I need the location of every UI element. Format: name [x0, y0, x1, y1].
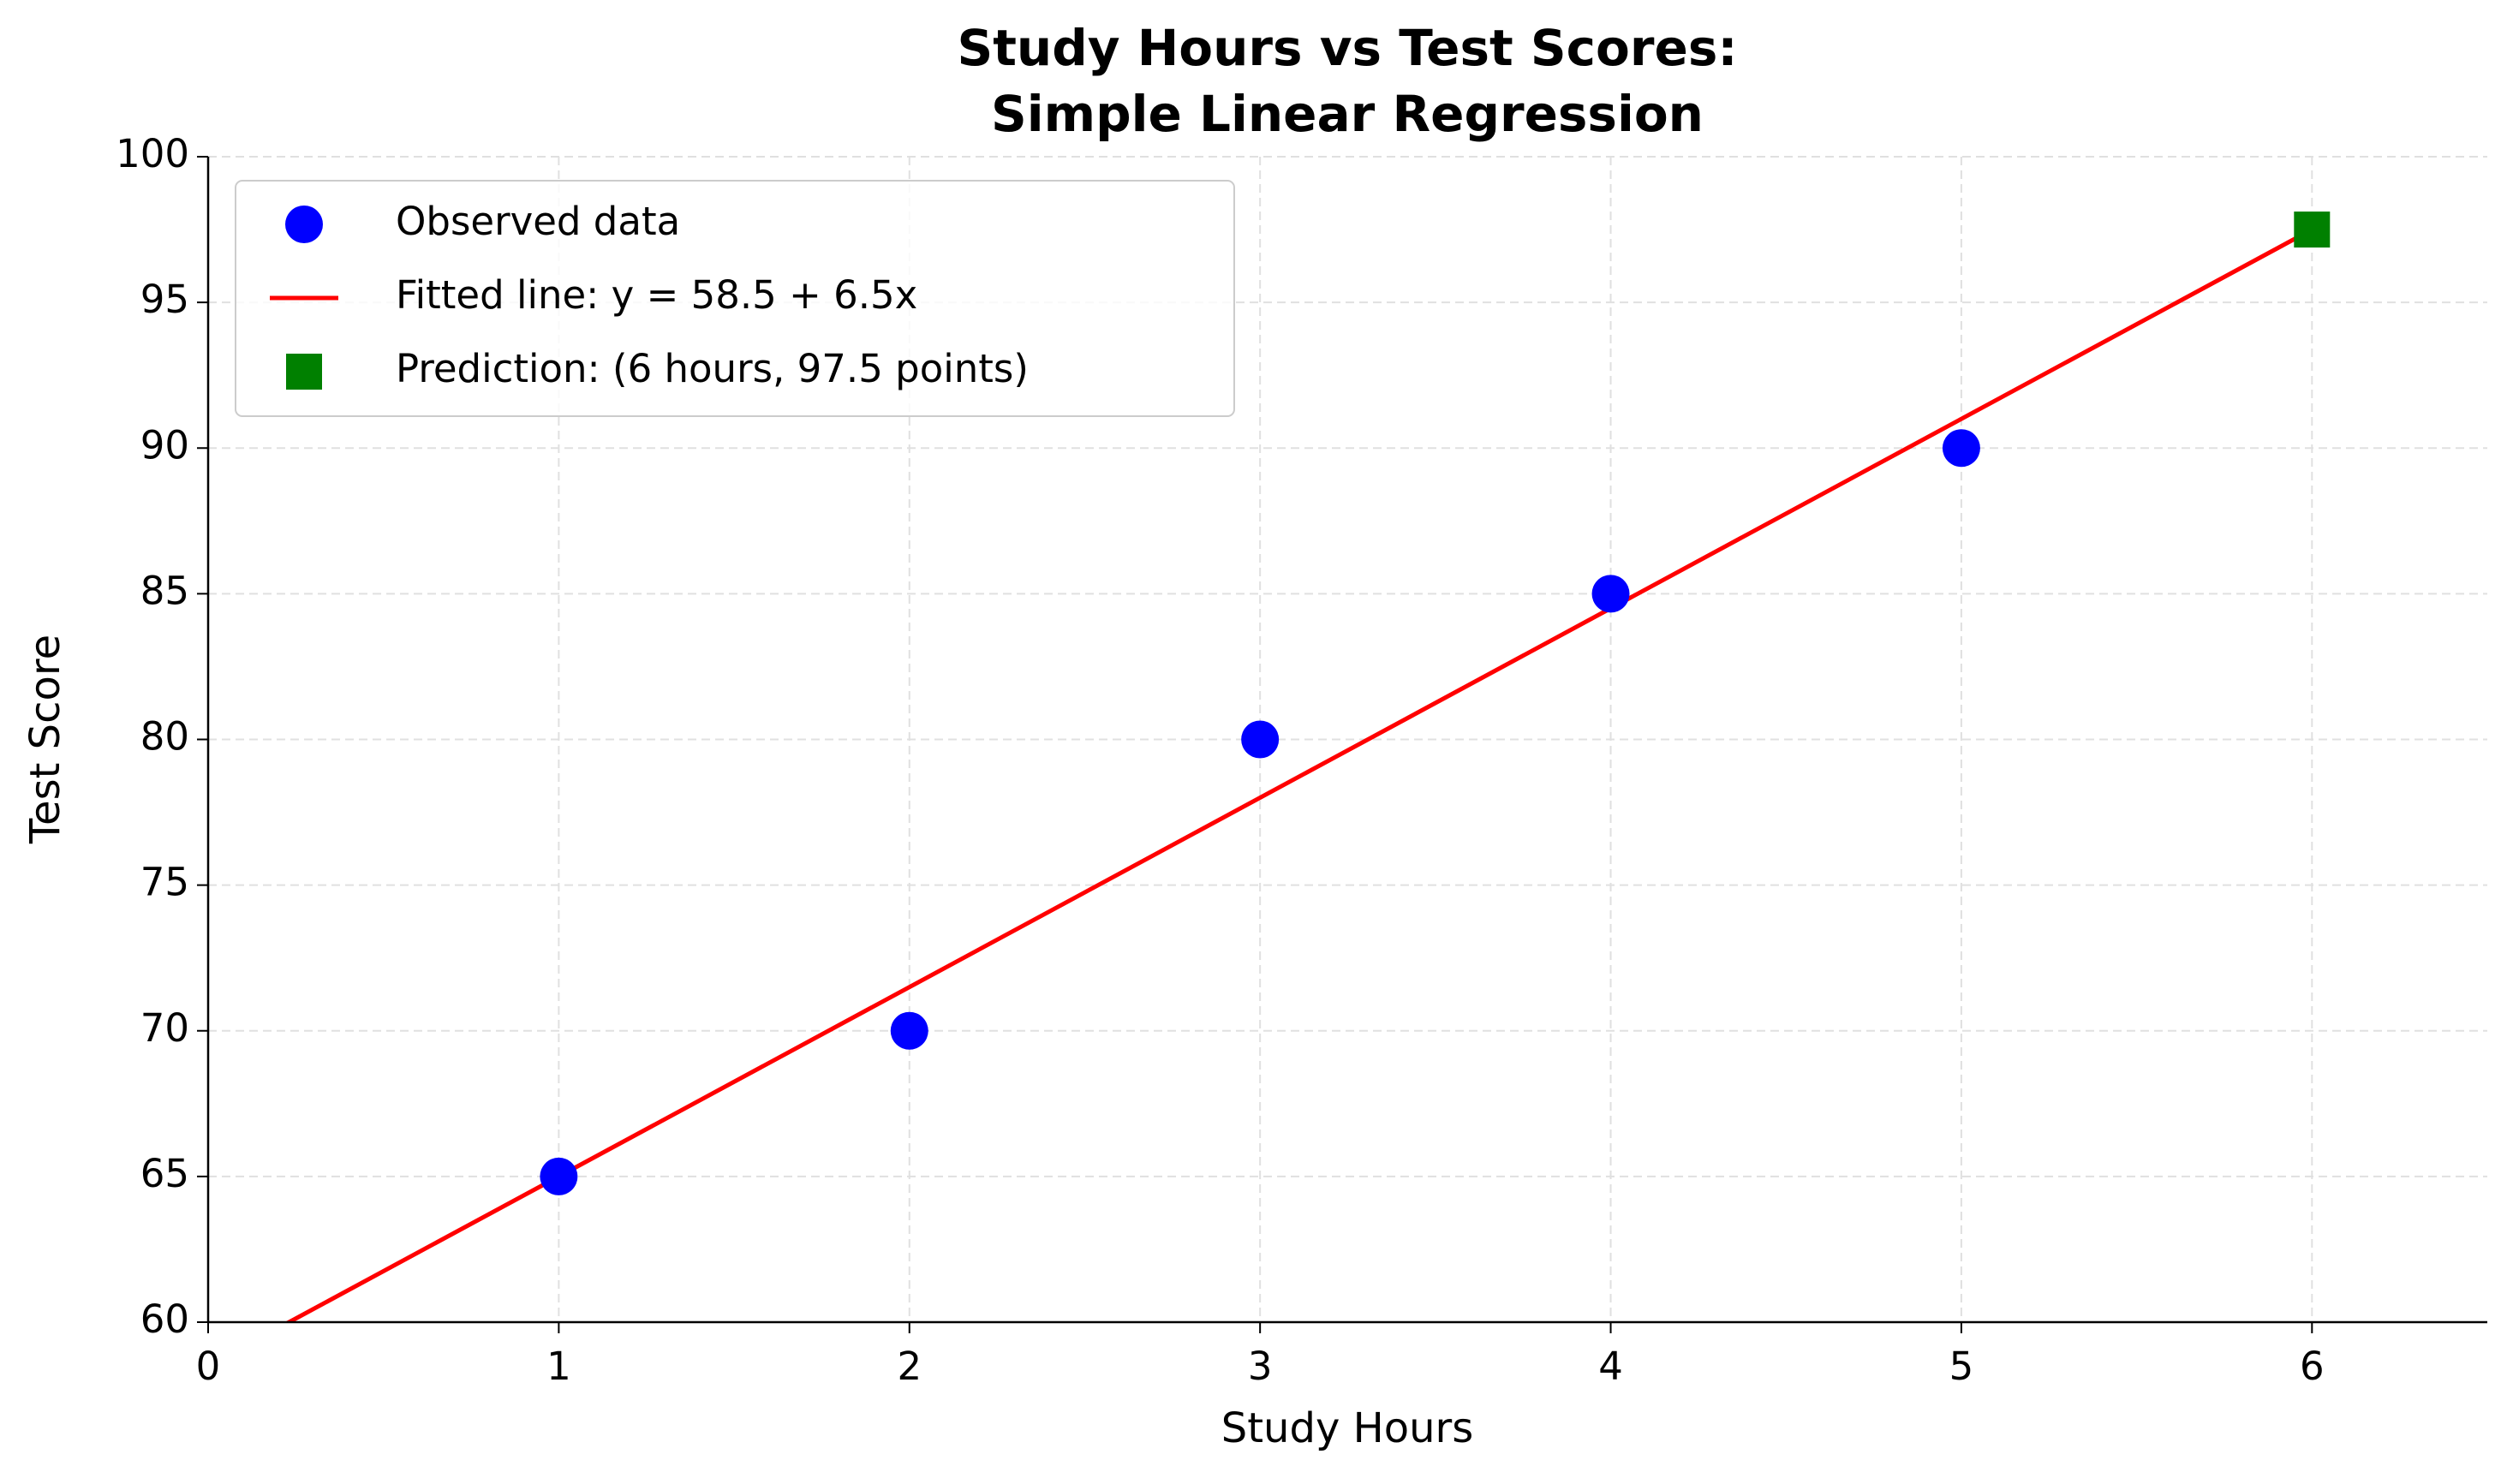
legend-label: Prediction: (6 hours, 97.5 points)	[396, 346, 1029, 391]
y-tick-label: 90	[140, 422, 189, 468]
legend-swatch	[285, 206, 323, 243]
data-point	[1942, 429, 1980, 468]
y-tick-label: 85	[140, 568, 189, 613]
x-tick-label: 6	[2300, 1344, 2325, 1389]
y-tick-label: 95	[140, 277, 189, 322]
y-axis-label: Test Score	[21, 635, 69, 844]
x-tick-label: 5	[1949, 1344, 1974, 1389]
data-point	[890, 1011, 928, 1050]
y-tick-label: 70	[140, 1005, 189, 1051]
x-axis-label: Study Hours	[1221, 1404, 1473, 1452]
x-tick-label: 3	[1248, 1344, 1273, 1389]
data-point	[1241, 720, 1280, 759]
y-tick-label: 75	[140, 860, 189, 905]
y-tick-label: 60	[140, 1296, 189, 1342]
y-tick-label: 100	[116, 131, 189, 176]
legend-swatch	[286, 354, 322, 390]
data-point	[1591, 575, 1630, 613]
x-tick-label: 0	[196, 1344, 221, 1389]
legend-label: Fitted line: y = 58.5 + 6.5x	[396, 272, 917, 318]
y-tick-label: 80	[140, 714, 189, 760]
legend-label: Observed data	[396, 199, 680, 244]
x-tick-label: 2	[897, 1344, 922, 1389]
legend-box	[235, 180, 1235, 417]
prediction-marker	[2294, 212, 2331, 248]
x-tick-label: 4	[1598, 1344, 1623, 1389]
x-tick-label: 1	[546, 1344, 571, 1389]
chart-title: Study Hours vs Test Scores: Simple Linear…	[957, 19, 1737, 143]
data-point	[540, 1157, 578, 1195]
y-tick-label: 65	[140, 1151, 189, 1196]
